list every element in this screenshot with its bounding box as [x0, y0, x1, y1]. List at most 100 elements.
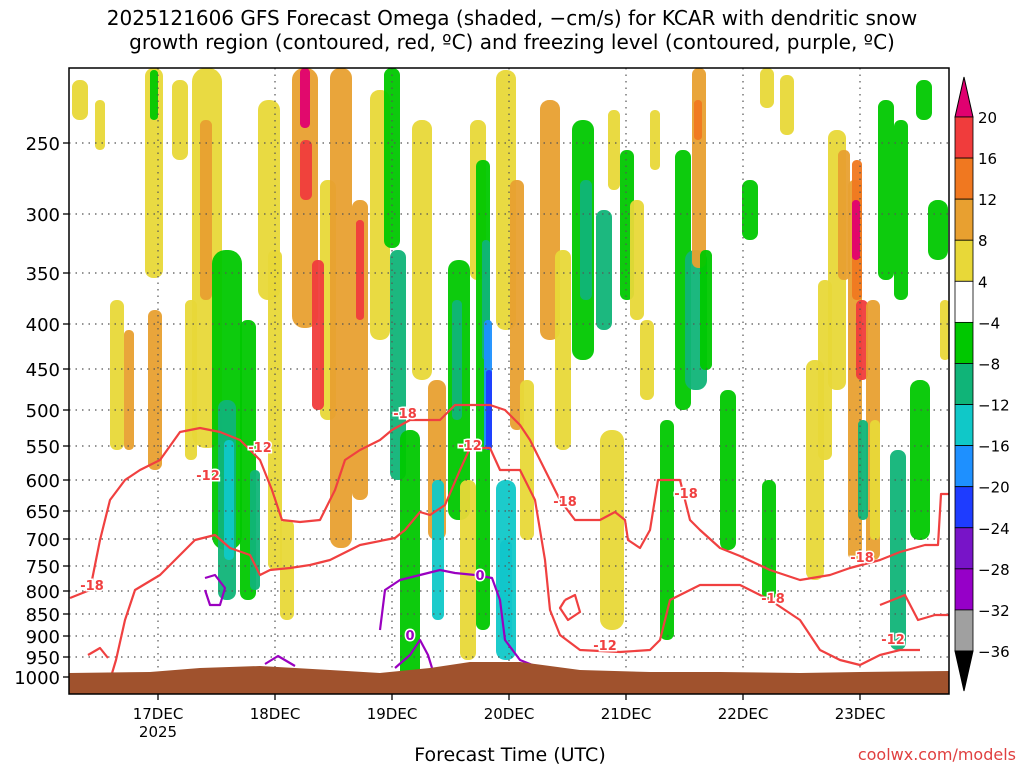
omega-shade-region — [412, 120, 432, 380]
colorbar-label: −8 — [978, 355, 1000, 373]
colorbar-label: −32 — [978, 602, 1010, 620]
omega-shade-region — [720, 390, 736, 550]
colorbar-swatch — [954, 116, 974, 159]
omega-shade-region — [486, 370, 492, 450]
dgz-contour-label: -12 — [881, 633, 905, 648]
omega-shade-region — [390, 250, 406, 480]
omega-shade-region — [224, 440, 234, 560]
dgz-contour-label: -18 — [850, 551, 874, 566]
dgz-contour-label: -12 — [593, 639, 617, 654]
y-tick-label: 400 — [26, 315, 60, 336]
omega-shade-region — [300, 68, 310, 128]
omega-shade-region — [940, 300, 949, 360]
omega-shade-region — [916, 80, 932, 120]
dgz-contour-minus12 — [108, 446, 920, 681]
omega-shade-region — [762, 480, 776, 600]
omega-shade-region — [200, 120, 212, 300]
colorbar-swatch — [954, 157, 974, 200]
dgz-contour-label: -12 — [196, 469, 220, 484]
omega-shade-region — [510, 180, 524, 430]
omega-shade-region — [780, 75, 794, 135]
colorbar-swatch — [954, 404, 974, 447]
colorbar-label: 16 — [978, 150, 997, 168]
y-tick-label: 250 — [26, 134, 60, 155]
y-tick-label: 500 — [26, 401, 60, 422]
x-tick-label: 17DEC — [133, 705, 184, 723]
colorbar-label: −24 — [978, 520, 1010, 538]
omega-shade-region — [760, 68, 774, 108]
terrain-fill — [69, 662, 949, 694]
colorbar-swatch — [954, 321, 974, 364]
omega-shade-region — [384, 68, 400, 248]
omega-shade-region — [280, 520, 294, 620]
x-tick-label: 21DEC — [601, 705, 652, 723]
omega-shade-region — [630, 200, 644, 320]
omega-shade-region — [312, 260, 324, 410]
omega-shade-region — [928, 200, 948, 260]
dgz-contour-minus18 — [69, 403, 949, 600]
freezing-contour-label: 0 — [475, 569, 484, 584]
colorbar-label: −28 — [978, 561, 1010, 579]
omega-shade-region — [356, 220, 364, 320]
omega-shade-region — [608, 110, 620, 190]
y-tick-label: 450 — [26, 360, 60, 381]
colorbar-label: −4 — [978, 314, 1000, 332]
omega-shade-region — [694, 100, 702, 140]
colorbar-swatch — [954, 568, 974, 611]
chart-title: 2025121606 GFS Forecast Omega (shaded, −… — [106, 6, 918, 54]
site-credit[interactable]: coolwx.com/models — [857, 745, 1016, 764]
y-tick-label: 600 — [26, 471, 60, 492]
dgz-contour-label: -12 — [458, 439, 482, 454]
colorbar-swatch — [954, 239, 974, 282]
colorbar-swatch — [954, 363, 974, 405]
omega-shade-region — [172, 80, 188, 160]
omega-shade-region — [692, 68, 706, 268]
omega-shade-region — [452, 300, 462, 420]
freezing-contour-left — [203, 573, 227, 607]
dgz-contour-label: -18 — [80, 579, 104, 594]
colorbar-swatch — [954, 198, 974, 241]
colorbar-label: −12 — [978, 397, 1010, 415]
omega-shade-region — [910, 380, 930, 540]
y-tick-label: 550 — [26, 437, 60, 458]
colorbar-swatch — [954, 280, 974, 323]
y-tick-label: 900 — [26, 627, 60, 648]
y-tick-label: 800 — [26, 582, 60, 603]
y-tick-label: 650 — [26, 502, 60, 523]
omega-shade-region — [150, 70, 158, 120]
omega-shade-region — [856, 300, 868, 380]
colorbar-label: 4 — [978, 273, 988, 291]
x-tick-label: 19DEC — [367, 705, 418, 723]
omega-shade-region — [496, 480, 516, 660]
colorbar-label: 12 — [978, 191, 997, 209]
x-tick-label: 22DEC — [718, 705, 769, 723]
omega-shade-region — [580, 180, 592, 300]
omega-shade-region — [432, 480, 444, 620]
omega-shade-region — [110, 300, 124, 450]
x-tick-label: 20DEC — [484, 705, 535, 723]
y-tick-label: 300 — [26, 205, 60, 226]
y-tick-label: 850 — [26, 605, 60, 626]
dgz-contour-loop — [558, 593, 582, 622]
dgz-contour-right — [879, 593, 949, 622]
omega-shade-region — [148, 310, 162, 470]
y-tick-label: 1000 — [14, 668, 60, 689]
omega-shade-region — [520, 380, 534, 540]
omega-shade-region — [460, 480, 476, 660]
omega-shade-region — [742, 180, 758, 240]
omega-shade-region — [600, 430, 624, 630]
colorbar-label: −16 — [978, 438, 1010, 456]
colorbar-swatch — [954, 527, 974, 570]
omega-shade-region — [400, 430, 420, 690]
freezing-contour-label: 0 — [405, 629, 414, 644]
dgz-contour-label: -18 — [553, 495, 577, 510]
colorbar-swatch — [954, 486, 974, 529]
omega-shade-region — [596, 210, 612, 330]
omega-shade-region — [894, 120, 908, 300]
x-tick-year-label: 2025 — [139, 723, 177, 741]
omega-shade-region — [124, 330, 134, 450]
omega-shade-region — [660, 420, 674, 640]
colorbar-top-arrow — [954, 76, 974, 118]
dgz-contour-label: -18 — [674, 487, 698, 502]
